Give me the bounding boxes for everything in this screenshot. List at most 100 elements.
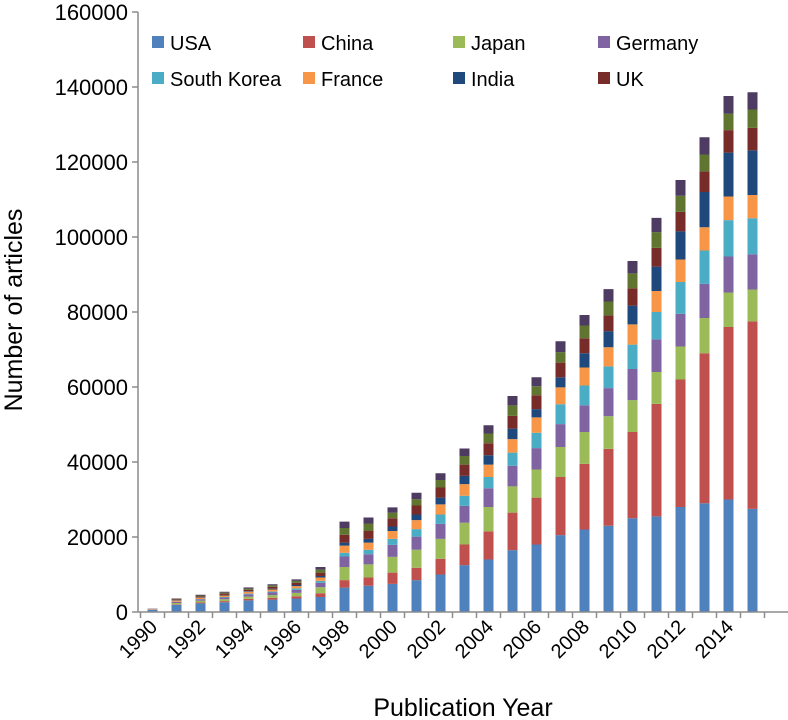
x-tick-label: 2006 [499, 616, 546, 663]
bar-segment [171, 601, 182, 603]
bar-segment [699, 250, 710, 284]
bar-segment [603, 525, 614, 612]
bar-segment [603, 315, 614, 332]
bar-segment [699, 283, 710, 318]
x-tick-label: 2000 [355, 616, 402, 663]
bar-segment [555, 352, 566, 363]
bar-segment [579, 385, 590, 406]
x-tick-label: 1994 [211, 616, 258, 663]
bar-segment [579, 367, 590, 386]
bar-segment [411, 499, 422, 506]
bar-segment [651, 372, 662, 404]
bar-segment [603, 388, 614, 417]
bar-segment [483, 488, 494, 507]
legend-label: India [471, 69, 515, 91]
bar-segment [747, 109, 758, 128]
bar-segment [243, 591, 254, 594]
bar-segment [363, 538, 374, 543]
bar-segment [147, 609, 158, 612]
bar-segment [507, 512, 518, 551]
bar-segment [339, 567, 350, 581]
bar-segment [363, 531, 374, 539]
bar-segment [723, 292, 734, 327]
bar-segment [387, 572, 398, 584]
bar-segment [699, 154, 710, 172]
bar-segment [531, 497, 542, 545]
bar-segment [243, 600, 254, 612]
bar-segment [267, 585, 278, 587]
bar-segment [459, 565, 470, 612]
bar-segment [171, 599, 182, 601]
bar-segment [243, 589, 254, 592]
legend-swatch [303, 36, 315, 48]
bar-segment [435, 487, 446, 498]
bar-segment [435, 473, 446, 480]
bar-segment [723, 130, 734, 153]
bar-segment [315, 582, 326, 588]
bar-segment [435, 497, 446, 505]
bar-segment [243, 591, 254, 592]
bar-segment [195, 600, 206, 603]
bar-segment [699, 503, 710, 612]
bar-segment [651, 217, 662, 233]
bar-segment [747, 289, 758, 322]
bar-segment [435, 558, 446, 575]
x-tick-label: 1996 [259, 616, 306, 663]
bar-segment [387, 518, 398, 527]
bar-segment [171, 604, 182, 605]
bar-segment [435, 480, 446, 488]
bar-segment [339, 552, 350, 557]
bar-segment [171, 598, 182, 600]
bar-segment [579, 325, 590, 339]
bar-segment [219, 593, 230, 595]
bar-segment [723, 96, 734, 114]
bar-segment [507, 452, 518, 466]
bar-segment [363, 523, 374, 531]
bar-segment [291, 586, 302, 589]
bar-segment [723, 220, 734, 257]
bar-segment [267, 597, 278, 600]
legend-label: Germany [616, 33, 698, 55]
legend-swatch [303, 72, 315, 84]
bar-segment [579, 463, 590, 530]
bar-segment [459, 522, 470, 545]
bar-segment [363, 585, 374, 612]
bar-segment [747, 508, 758, 612]
bar-segment [291, 592, 302, 597]
bar-segment [387, 507, 398, 513]
bar-segment [411, 492, 422, 500]
bar-segment [387, 583, 398, 612]
bar-segment [459, 505, 470, 523]
bar-segment [267, 588, 278, 590]
bar-segment [507, 439, 518, 453]
bar-segment [267, 591, 278, 593]
x-tick-label: 2010 [595, 616, 642, 663]
bar-segment [531, 448, 542, 470]
bar-segment [723, 256, 734, 293]
bar-segment [651, 312, 662, 340]
bar-segment [363, 542, 374, 550]
bar-segment [339, 556, 350, 567]
y-axis-title: Number of articles [0, 209, 28, 412]
bar-segment [339, 528, 350, 535]
bar-segment [675, 259, 686, 282]
bar-segment [627, 305, 638, 325]
bar-segment [555, 362, 566, 378]
bar-segment [555, 387, 566, 405]
bar-segment [531, 544, 542, 612]
y-tick-label: 80000 [67, 300, 128, 325]
x-tick-label: 1998 [307, 616, 354, 663]
bar-segment [219, 592, 230, 594]
bar-segment [483, 531, 494, 560]
bar-segment [747, 195, 758, 219]
bar-segment [411, 567, 422, 581]
bar-segment [171, 604, 182, 612]
bar-segment [531, 409, 542, 418]
bar-segment [315, 572, 326, 576]
bar-segment [603, 448, 614, 526]
bar-segment [651, 339, 662, 372]
bar-segment [507, 428, 518, 440]
bar-segment [219, 601, 230, 603]
bar-segment [171, 603, 182, 605]
bar-segment [315, 577, 326, 581]
